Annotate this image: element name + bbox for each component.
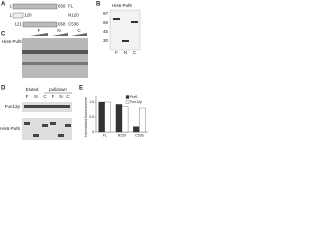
marker-label: 97 bbox=[103, 11, 109, 16]
page: {"panels": { "a": {"letter": "A", "const… bbox=[0, 0, 150, 145]
lane-label: F bbox=[38, 28, 41, 33]
residue-start: 1 bbox=[9, 13, 12, 18]
body: A B His6-Puf6 C His6-Puf6 D Eluted pulld… bbox=[0, 0, 150, 145]
column-header: pulldown bbox=[49, 87, 67, 92]
gel bbox=[109, 9, 141, 51]
blot-band bbox=[50, 122, 56, 125]
gel-label: His6-Puf6 bbox=[2, 39, 22, 44]
gel-band bbox=[22, 62, 88, 65]
y-tick-label: 0 bbox=[92, 130, 94, 134]
construct-bar bbox=[12, 12, 24, 19]
lane-label: F bbox=[26, 94, 29, 99]
x-tick-label: N120 bbox=[118, 133, 127, 137]
figure: A B His6-Puf6 C His6-Puf6 D Eluted pulld… bbox=[0, 2, 148, 140]
legend-label: Puf6 bbox=[130, 95, 137, 99]
construct-bar bbox=[22, 21, 58, 28]
gel bbox=[22, 38, 88, 78]
row-label: Fun12p bbox=[5, 104, 21, 109]
blot bbox=[22, 118, 72, 140]
column-header: Eluted bbox=[26, 87, 39, 92]
blot-band bbox=[65, 124, 71, 127]
residue-end: 120 bbox=[24, 13, 32, 18]
lane-label: F bbox=[115, 50, 118, 55]
lane-label: C bbox=[66, 94, 70, 99]
legend-swatch bbox=[125, 100, 130, 104]
construct-name: FL bbox=[68, 4, 74, 9]
blot-band bbox=[24, 105, 70, 108]
panel-letter: D bbox=[1, 86, 6, 92]
construct-bar bbox=[12, 3, 58, 10]
bar bbox=[133, 126, 140, 133]
gel-title: His6-Puf6 bbox=[112, 3, 132, 8]
lane-label: N bbox=[59, 94, 62, 99]
gel-band bbox=[22, 50, 88, 54]
bar bbox=[115, 104, 123, 133]
construct-name: C536 bbox=[68, 22, 79, 27]
bar bbox=[121, 106, 129, 133]
lane-label: C bbox=[77, 28, 81, 33]
gradient-wedge bbox=[30, 33, 48, 36]
residue-end: 658 bbox=[58, 4, 66, 9]
blot-band bbox=[42, 124, 48, 127]
panel-letter: E bbox=[79, 86, 83, 92]
row-label: His6-Puf6 bbox=[0, 126, 20, 131]
marker-label: 45 bbox=[103, 29, 109, 34]
lane-label: N bbox=[124, 50, 127, 55]
x-tick-label: FL bbox=[103, 133, 107, 137]
lane-label: F bbox=[52, 94, 55, 99]
residue-start: 1 bbox=[9, 4, 12, 9]
gel-band bbox=[113, 18, 120, 20]
gel-band bbox=[122, 40, 129, 42]
panel-letter: A bbox=[1, 2, 6, 8]
legend-swatch bbox=[125, 95, 130, 99]
panel-letter: C bbox=[1, 32, 6, 38]
construct-name: N120 bbox=[68, 13, 79, 18]
blot-band bbox=[58, 134, 64, 137]
lane-label: N bbox=[34, 94, 37, 99]
x-tick-label: C536 bbox=[135, 133, 144, 137]
gradient-wedge bbox=[52, 33, 68, 36]
marker-label: 30 bbox=[103, 38, 109, 43]
gradient-wedge bbox=[71, 33, 87, 36]
y-tick-label: 0.5 bbox=[89, 115, 94, 119]
blot-band bbox=[24, 122, 30, 125]
panel-letter: B bbox=[96, 2, 101, 8]
residue-end: 658 bbox=[58, 22, 66, 27]
y-axis-label: Normalized fluorescence bbox=[84, 97, 88, 137]
bar bbox=[98, 101, 105, 133]
lane-label: C bbox=[133, 50, 137, 55]
y-tick-label: 1.0 bbox=[89, 100, 94, 104]
blot-band bbox=[33, 134, 39, 137]
bar bbox=[104, 101, 111, 133]
bar bbox=[139, 107, 146, 133]
lane-label: N bbox=[57, 28, 60, 33]
lane-label: C bbox=[43, 94, 47, 99]
residue-start: 121 bbox=[14, 22, 22, 27]
marker-label: 66 bbox=[103, 20, 109, 25]
gel-band bbox=[131, 21, 138, 23]
legend-label: Fun12p bbox=[130, 100, 142, 104]
